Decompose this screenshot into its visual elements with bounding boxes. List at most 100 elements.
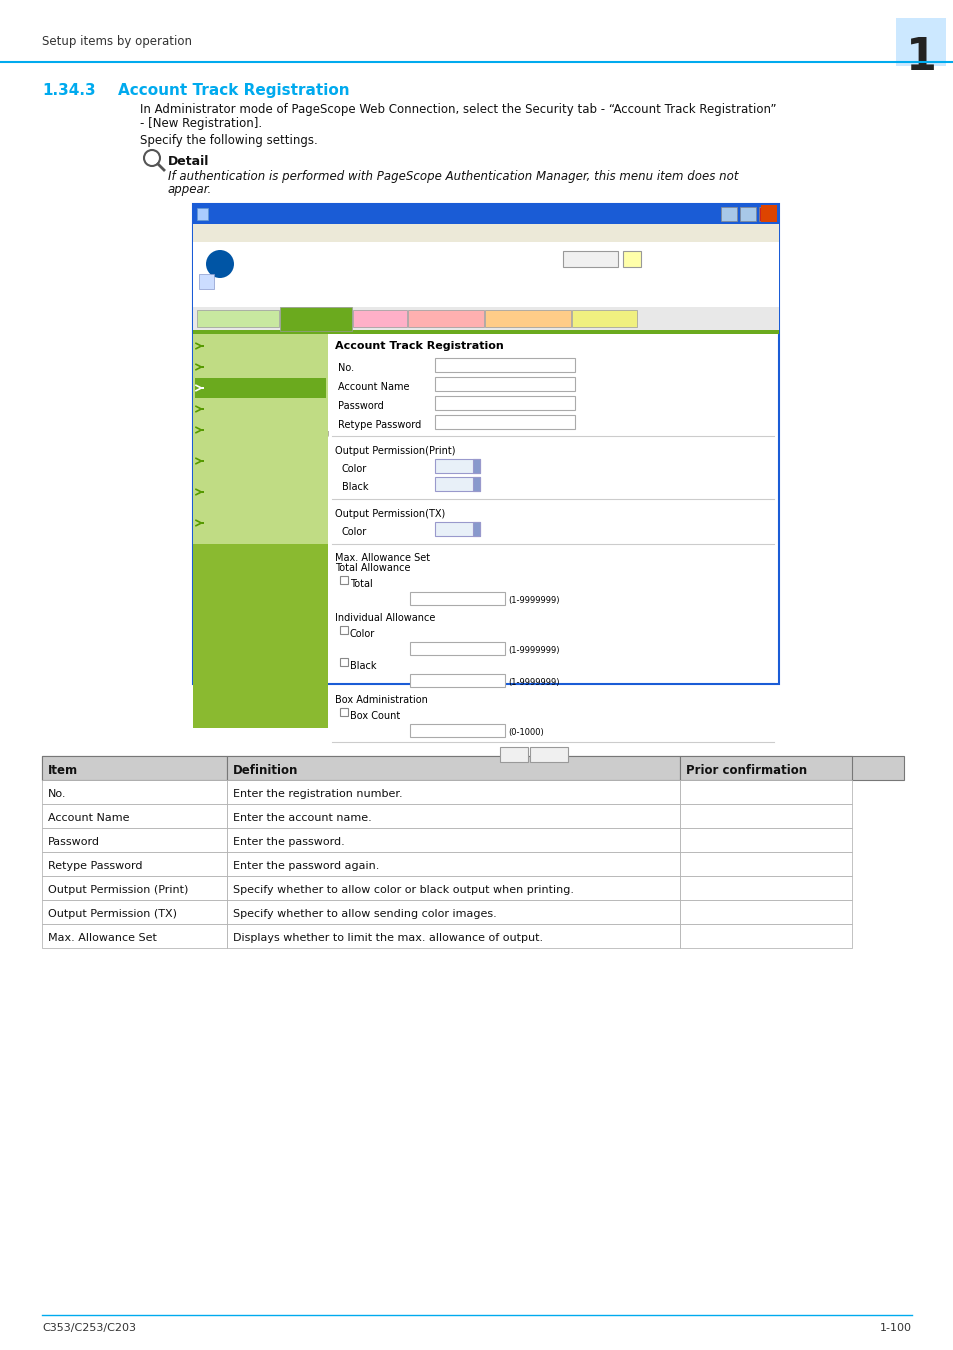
Bar: [435, 358, 575, 373]
Text: - [New Registration].: - [New Registration].: [140, 117, 262, 130]
Text: Logout: Logout: [573, 254, 606, 265]
Text: Retype Password: Retype Password: [48, 861, 142, 871]
Bar: [679, 780, 851, 805]
Text: (1-9999999): (1-9999999): [507, 595, 558, 605]
Bar: [499, 747, 527, 761]
Bar: [42, 780, 227, 805]
Text: Account Name: Account Name: [337, 382, 409, 391]
Text: Output Permission(TX): Output Permission(TX): [335, 509, 445, 518]
Text: Maintenance: Maintenance: [209, 315, 267, 324]
Text: Specify whether to allow color or black output when printing.: Specify whether to allow color or black …: [233, 886, 574, 895]
Bar: [410, 674, 504, 687]
Text: Total Allowance: Total Allowance: [335, 563, 410, 572]
Text: Box Count: Box Count: [350, 711, 400, 721]
Text: Auto Logout: Auto Logout: [209, 490, 264, 500]
Text: Enter the password again.: Enter the password again.: [233, 861, 379, 871]
Text: 1-100: 1-100: [879, 1323, 911, 1332]
Bar: [194, 441, 326, 481]
Bar: [435, 377, 575, 392]
Text: Change: Change: [209, 460, 243, 470]
Bar: [435, 522, 479, 536]
Text: Item: Item: [48, 764, 78, 776]
Bar: [42, 900, 227, 923]
Bar: [435, 459, 479, 472]
Text: _: _: [726, 212, 730, 221]
Text: Output Permission(Print): Output Permission(Print): [335, 446, 455, 456]
Bar: [679, 828, 851, 852]
Text: No.: No.: [337, 363, 354, 373]
Text: X: X: [763, 212, 769, 221]
Text: Administrator: Administrator: [453, 255, 519, 265]
Bar: [193, 204, 779, 684]
Bar: [193, 306, 779, 329]
Bar: [339, 576, 348, 585]
Bar: [42, 805, 227, 828]
Bar: [679, 852, 851, 876]
Text: Store Address: Store Address: [497, 315, 558, 324]
Text: Color: Color: [350, 629, 375, 639]
Bar: [759, 207, 774, 221]
Bar: [42, 852, 227, 876]
Text: Setup items by operation: Setup items by operation: [42, 35, 192, 49]
Text: Color: Color: [341, 464, 367, 474]
Text: Account Track Registration: Account Track Registration: [335, 342, 503, 351]
Bar: [194, 400, 326, 418]
Bar: [227, 756, 679, 780]
Text: Box Administration: Box Administration: [335, 695, 428, 705]
Bar: [562, 251, 618, 267]
Text: Network: Network: [584, 315, 622, 324]
Text: (0-1000): (0-1000): [507, 728, 543, 737]
Bar: [280, 306, 352, 331]
Bar: [194, 504, 326, 543]
Text: Model Name: bizhub C353: Model Name: bizhub C353: [199, 289, 318, 298]
Text: Account Track Registration: Account Track Registration: [118, 82, 349, 99]
Bar: [193, 544, 328, 728]
Text: Definition: Definition: [233, 764, 298, 776]
Text: 1.34.3: 1.34.3: [42, 82, 95, 99]
Text: Cancel: Cancel: [532, 752, 565, 761]
Text: Administrator Password: Administrator Password: [209, 512, 315, 521]
Text: SSL/TLS Setting: SSL/TLS Setting: [209, 408, 280, 417]
Bar: [339, 707, 348, 716]
Text: Allow: Allow: [446, 464, 470, 474]
Bar: [740, 207, 755, 221]
Text: No.: No.: [48, 788, 67, 799]
Bar: [622, 251, 640, 267]
Text: Ready to Scan: Ready to Scan: [453, 274, 517, 282]
Bar: [435, 477, 479, 491]
Bar: [227, 923, 679, 948]
Bar: [339, 626, 348, 634]
Text: Authentication: Authentication: [209, 344, 275, 354]
Bar: [530, 747, 567, 761]
Text: User Registration: User Registration: [209, 366, 287, 374]
Text: Address Reference Setting: Address Reference Setting: [209, 428, 329, 437]
Text: Box: Box: [372, 315, 388, 324]
Bar: [679, 756, 851, 780]
Text: If authentication is performed with PageScope Authentication Manager, this menu : If authentication is performed with Page…: [168, 170, 738, 184]
Text: Web Connection: Web Connection: [215, 274, 330, 286]
Bar: [895, 18, 945, 66]
Bar: [227, 780, 679, 805]
Bar: [193, 329, 779, 333]
Text: v: v: [476, 485, 479, 490]
Text: File   Edit   View   Favorites   Tools   Help: File Edit View Favorites Tools Help: [201, 231, 382, 240]
Text: Enter the registration number.: Enter the registration number.: [233, 788, 402, 799]
Bar: [720, 207, 737, 221]
Bar: [193, 224, 779, 242]
Bar: [42, 828, 227, 852]
Text: Security: Security: [294, 316, 336, 324]
Text: Allow: Allow: [446, 482, 470, 491]
Text: Specify the following settings.: Specify the following settings.: [140, 134, 317, 147]
Text: Specify whether to allow sending color images.: Specify whether to allow sending color i…: [233, 909, 497, 919]
Bar: [199, 274, 213, 289]
Bar: [42, 756, 903, 780]
Text: Color: Color: [341, 526, 367, 537]
Bar: [353, 310, 407, 327]
Bar: [484, 310, 571, 327]
Bar: [227, 852, 679, 876]
Text: 1: 1: [904, 36, 936, 80]
Bar: [227, 876, 679, 900]
Bar: [339, 657, 348, 666]
Text: Detail: Detail: [168, 155, 209, 167]
Text: Individual Allowance: Individual Allowance: [335, 613, 435, 622]
